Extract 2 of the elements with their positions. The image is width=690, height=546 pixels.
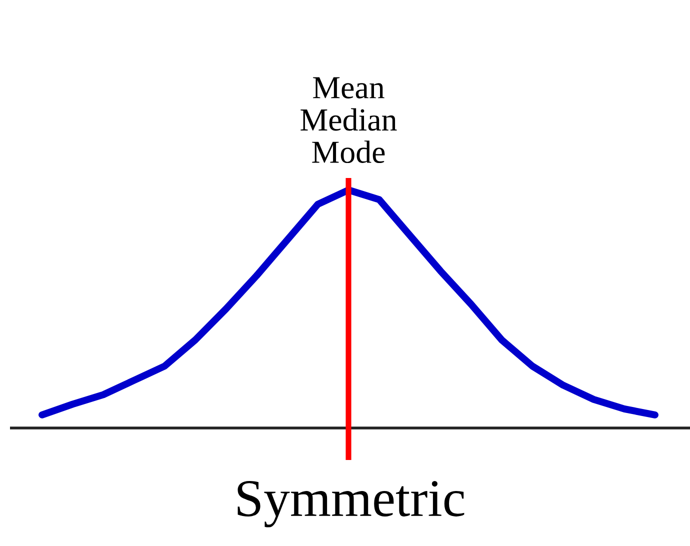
x-axis-title: Symmetric <box>238 480 464 528</box>
text: Mean Median Mode <box>300 77 397 164</box>
